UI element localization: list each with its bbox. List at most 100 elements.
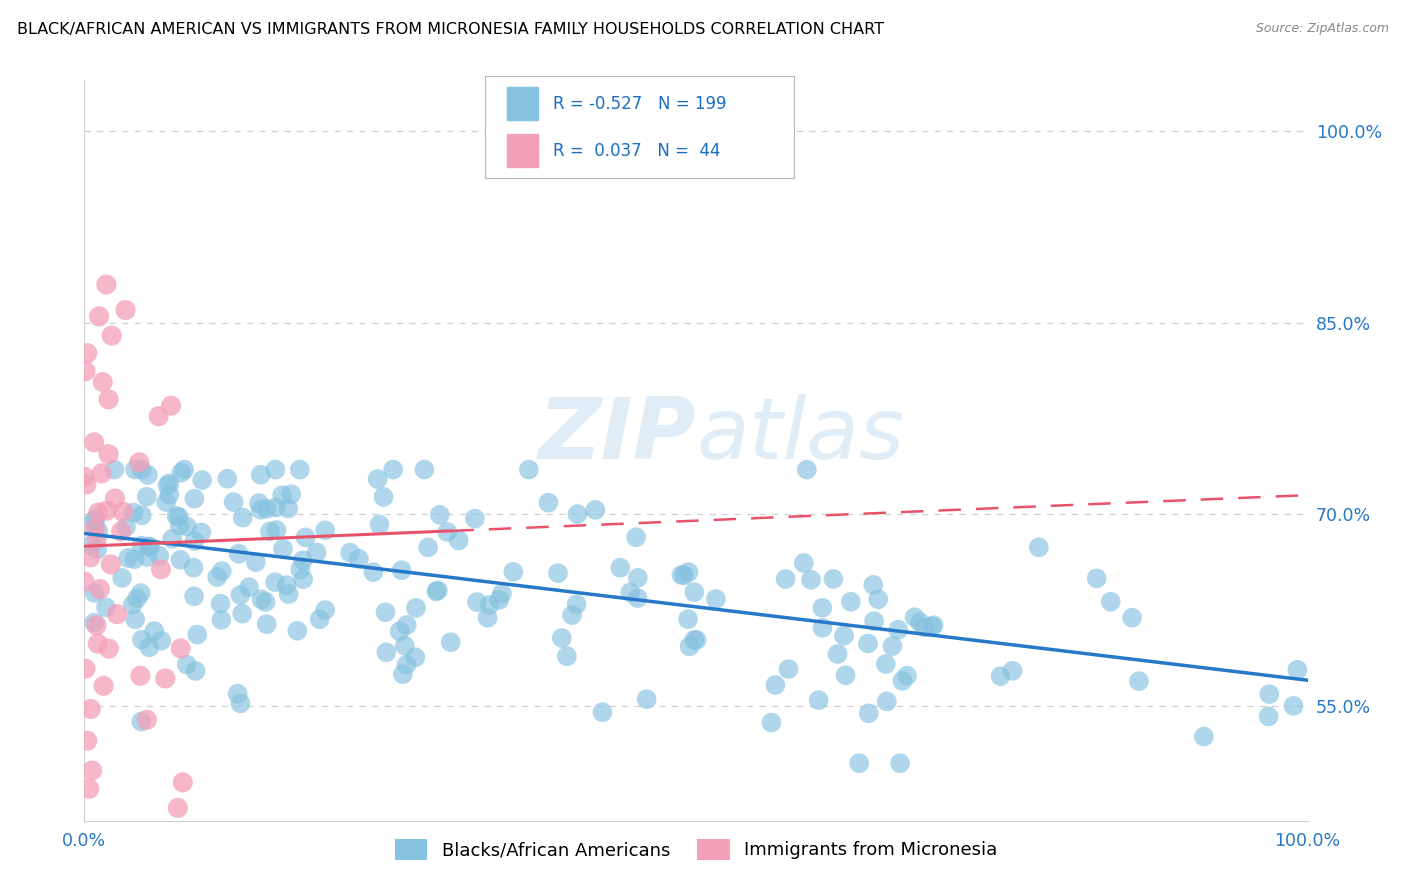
Point: [685, 632, 707, 647]
Point: [1257, 709, 1279, 723]
Point: [636, 692, 658, 706]
Point: [678, 565, 700, 579]
Point: [429, 508, 451, 522]
Point: [83, 586, 105, 600]
Point: [868, 592, 890, 607]
Point: [292, 572, 315, 586]
Point: [103, 462, 125, 476]
Text: R =  0.037   N =  44: R = 0.037 N = 44: [553, 142, 721, 160]
Point: [115, 519, 138, 533]
Point: [921, 619, 943, 633]
Point: [609, 560, 631, 574]
Point: [166, 801, 188, 815]
Point: [124, 552, 146, 566]
Point: [447, 533, 470, 548]
Point: [277, 587, 299, 601]
Point: [231, 607, 253, 621]
Point: [891, 673, 914, 688]
Point: [848, 756, 870, 771]
Point: [136, 467, 159, 482]
Point: [166, 509, 188, 524]
Point: [264, 575, 287, 590]
Point: [86, 532, 108, 546]
Point: [395, 657, 418, 672]
Point: [76, 346, 98, 360]
Point: [827, 647, 849, 661]
Point: [889, 756, 911, 771]
Point: [129, 586, 152, 600]
Point: [148, 549, 170, 563]
Point: [176, 657, 198, 672]
Point: [129, 669, 152, 683]
Point: [367, 472, 389, 486]
Point: [167, 509, 190, 524]
Point: [800, 573, 823, 587]
Point: [86, 618, 108, 632]
Point: [761, 715, 783, 730]
Point: [84, 519, 107, 533]
Point: [87, 310, 110, 324]
Point: [363, 565, 385, 579]
Point: [73, 574, 96, 589]
Point: [1192, 730, 1215, 744]
Point: [87, 637, 110, 651]
Point: [368, 517, 391, 532]
Point: [169, 518, 191, 533]
Point: [183, 534, 205, 549]
Point: [169, 641, 191, 656]
Point: [128, 455, 150, 469]
Point: [678, 640, 700, 654]
Point: [374, 605, 396, 619]
Point: [84, 511, 107, 525]
Legend: Blacks/African Americans, Immigrants from Micronesia: Blacks/African Americans, Immigrants fro…: [388, 832, 1004, 867]
Point: [373, 490, 395, 504]
Point: [135, 490, 157, 504]
Point: [683, 632, 706, 647]
Point: [887, 623, 910, 637]
Point: [131, 508, 153, 523]
Point: [222, 495, 245, 509]
Point: [673, 568, 696, 582]
Point: [266, 523, 288, 537]
Point: [125, 591, 148, 606]
Point: [229, 697, 252, 711]
Point: [683, 585, 706, 599]
Point: [79, 550, 101, 565]
Point: [763, 678, 786, 692]
Point: [183, 589, 205, 603]
Bar: [506, 135, 537, 167]
Point: [488, 593, 510, 607]
Point: [256, 617, 278, 632]
Point: [173, 462, 195, 476]
Point: [832, 629, 855, 643]
Point: [84, 522, 107, 536]
Point: [259, 524, 281, 539]
Text: Source: ZipAtlas.com: Source: ZipAtlas.com: [1256, 22, 1389, 36]
Point: [811, 621, 834, 635]
Point: [477, 611, 499, 625]
Point: [250, 592, 273, 607]
Point: [254, 595, 277, 609]
Point: [205, 570, 228, 584]
Point: [464, 511, 486, 525]
Point: [155, 495, 177, 509]
Point: [97, 641, 120, 656]
Point: [382, 462, 405, 476]
Point: [339, 546, 361, 560]
Point: [839, 595, 862, 609]
Point: [186, 627, 208, 641]
Point: [143, 624, 166, 638]
Point: [491, 586, 513, 600]
Point: [136, 713, 159, 727]
Point: [209, 597, 232, 611]
Point: [94, 600, 117, 615]
Point: [567, 507, 589, 521]
Point: [1286, 663, 1309, 677]
Point: [561, 608, 583, 623]
Point: [903, 610, 925, 624]
Point: [436, 524, 458, 539]
Point: [169, 553, 191, 567]
Point: [914, 620, 936, 634]
Point: [271, 541, 294, 556]
Point: [162, 532, 184, 546]
